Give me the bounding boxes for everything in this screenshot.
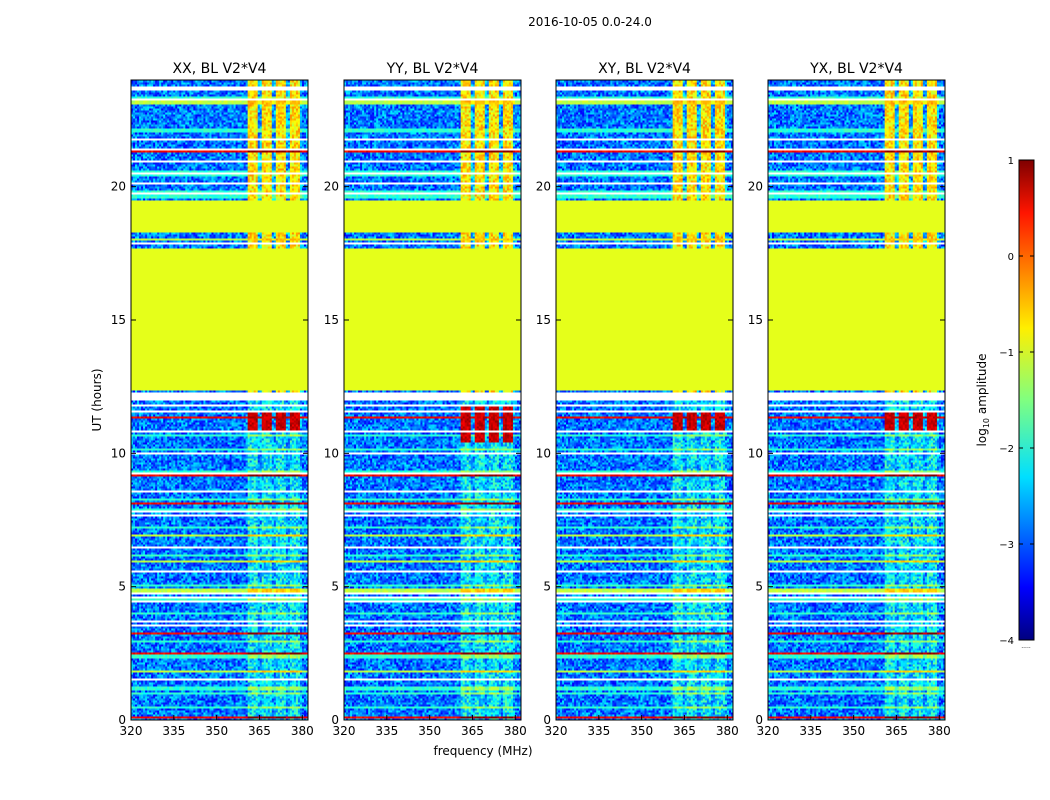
x-tick-label: 335 bbox=[799, 724, 822, 738]
y-tick-label: 0 bbox=[331, 713, 339, 727]
x-tick-label: 365 bbox=[885, 724, 908, 738]
colorbar-footer: ..... bbox=[1021, 643, 1031, 650]
x-tick-label: 350 bbox=[418, 724, 441, 738]
x-tick-label: 350 bbox=[205, 724, 228, 738]
x-tick-label: 380 bbox=[928, 724, 951, 738]
y-tick-label: 20 bbox=[536, 180, 551, 194]
y-tick-label: 5 bbox=[543, 580, 551, 594]
colorbar: 1 0 −1 −2 −3 −4 log10 amplitude ..... bbox=[975, 156, 1034, 650]
colorbar-tick-label: −2 bbox=[999, 444, 1014, 455]
y-tick-label: 0 bbox=[755, 713, 763, 727]
y-tick-label: 20 bbox=[324, 180, 339, 194]
panel-title: XY, BL V2*V4 bbox=[598, 61, 691, 77]
y-tick-label: 20 bbox=[748, 180, 763, 194]
x-tick-label: 380 bbox=[291, 724, 314, 738]
y-tick-label: 15 bbox=[324, 313, 339, 327]
heatmap-cells bbox=[768, 80, 946, 721]
y-tick-label: 15 bbox=[536, 313, 551, 327]
y-tick-label: 10 bbox=[324, 446, 339, 460]
x-tick-label: 335 bbox=[587, 724, 610, 738]
y-tick-label: 0 bbox=[543, 713, 551, 727]
figure: 2016-10-05 0.0-24.0 XX, BL V2*V4320 335 35… bbox=[0, 0, 1050, 800]
x-tick-label: 365 bbox=[461, 724, 484, 738]
y-tick-label: 20 bbox=[111, 180, 126, 194]
heatmap-cells bbox=[344, 80, 522, 721]
y-tick-label: 10 bbox=[748, 446, 763, 460]
figure-suptitle: 2016-10-05 0.0-24.0 bbox=[528, 15, 652, 29]
y-tick-label: 15 bbox=[748, 313, 763, 327]
panel-title: XX, BL V2*V4 bbox=[173, 61, 267, 77]
x-tick-label: 365 bbox=[673, 724, 696, 738]
heatmap-cells bbox=[131, 80, 309, 721]
colorbar-tick-label: −1 bbox=[999, 348, 1014, 359]
x-tick-label: 380 bbox=[504, 724, 527, 738]
x-tick-label: 350 bbox=[630, 724, 653, 738]
x-tick-label: 380 bbox=[716, 724, 739, 738]
y-tick-label: 5 bbox=[755, 580, 763, 594]
y-tick-label: 0 bbox=[118, 713, 126, 727]
colorbar-tick-label: −3 bbox=[999, 540, 1014, 551]
colorbar-tick-label: 1 bbox=[1008, 156, 1014, 167]
x-axis-label: frequency (MHz) bbox=[433, 744, 532, 758]
heatmap-cells bbox=[556, 80, 734, 721]
x-tick-label: 335 bbox=[162, 724, 185, 738]
x-tick-label: 350 bbox=[842, 724, 865, 738]
colorbar-tick-label: −4 bbox=[999, 636, 1014, 647]
x-tick-label: 365 bbox=[248, 724, 271, 738]
y-tick-label: 15 bbox=[111, 313, 126, 327]
colorbar-label: log10 amplitude bbox=[975, 354, 991, 447]
colorbar-gradient bbox=[1019, 160, 1034, 640]
panel-title: YY, BL V2*V4 bbox=[386, 61, 479, 77]
y-tick-label: 10 bbox=[536, 446, 551, 460]
y-tick-label: 10 bbox=[111, 446, 126, 460]
y-axis-label: UT (hours) bbox=[90, 368, 104, 431]
panel-title: YX, BL V2*V4 bbox=[809, 61, 903, 77]
y-tick-label: 5 bbox=[331, 580, 339, 594]
y-tick-label: 5 bbox=[118, 580, 126, 594]
x-tick-label: 335 bbox=[375, 724, 398, 738]
colorbar-tick-label: 0 bbox=[1008, 252, 1014, 263]
